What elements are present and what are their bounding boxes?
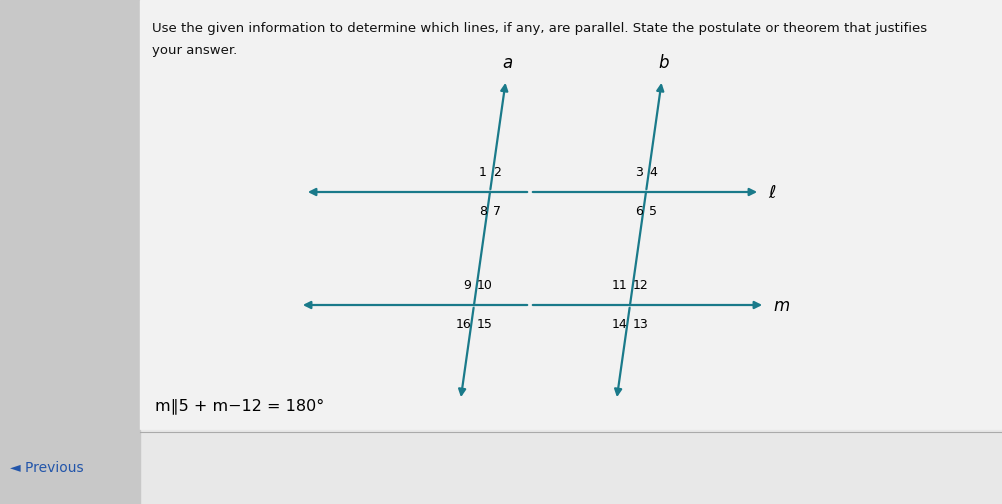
- Text: 13: 13: [633, 318, 648, 331]
- Text: 7: 7: [493, 205, 501, 218]
- Text: 9: 9: [463, 279, 471, 292]
- Text: 4: 4: [649, 166, 657, 179]
- Text: 3: 3: [635, 166, 643, 179]
- Bar: [140, 430, 1002, 504]
- Bar: [0, 0, 140, 504]
- Text: $\ell$: $\ell$: [768, 184, 777, 202]
- Text: 10: 10: [477, 279, 493, 292]
- Text: 5: 5: [649, 205, 657, 218]
- Text: 12: 12: [633, 279, 648, 292]
- Text: 1: 1: [479, 166, 487, 179]
- Text: ◄ Previous: ◄ Previous: [10, 461, 83, 475]
- Text: m∥5 + m−12 = 180°: m∥5 + m−12 = 180°: [155, 398, 325, 414]
- Text: m: m: [773, 297, 790, 315]
- Text: b: b: [658, 54, 669, 72]
- Text: 14: 14: [611, 318, 627, 331]
- Text: 15: 15: [477, 318, 493, 331]
- Bar: [140, 0, 1002, 430]
- Text: 8: 8: [479, 205, 487, 218]
- Text: a: a: [503, 54, 513, 72]
- Text: Use the given information to determine which lines, if any, are parallel. State : Use the given information to determine w…: [152, 22, 927, 35]
- Text: 6: 6: [635, 205, 643, 218]
- Text: 11: 11: [611, 279, 627, 292]
- Text: 16: 16: [455, 318, 471, 331]
- Bar: [0, 430, 140, 504]
- Text: your answer.: your answer.: [152, 44, 237, 57]
- Text: 2: 2: [493, 166, 501, 179]
